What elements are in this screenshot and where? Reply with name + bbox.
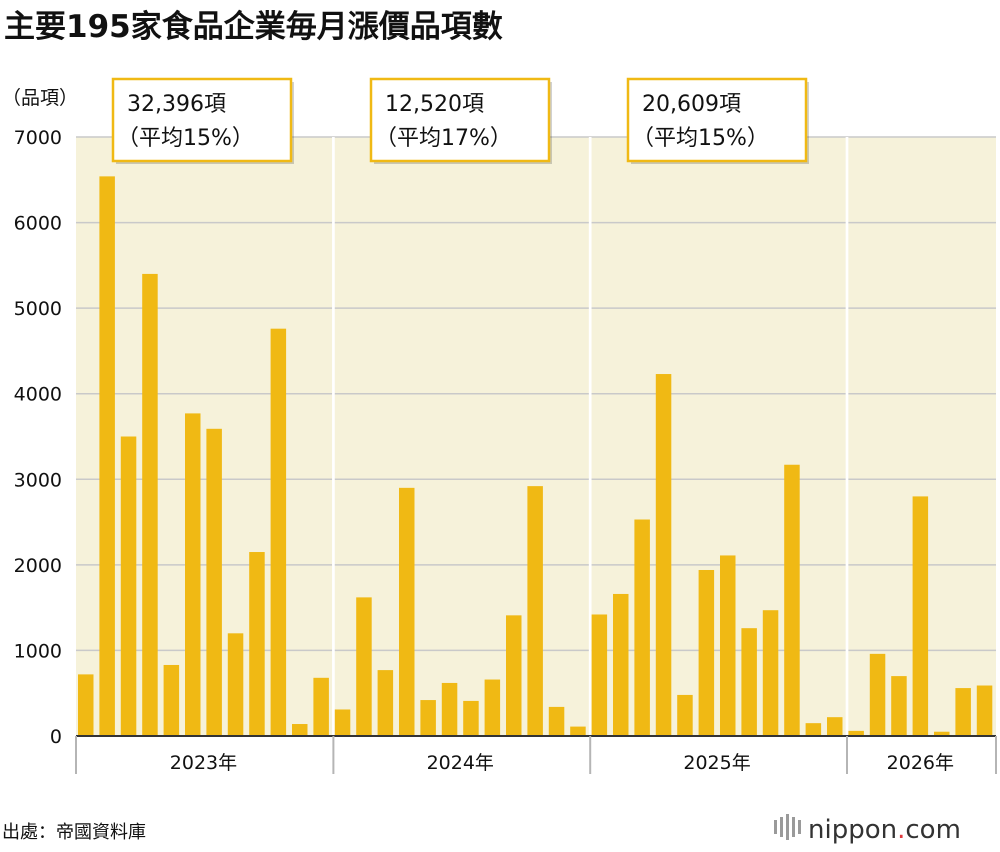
bar bbox=[827, 717, 843, 736]
bar bbox=[634, 519, 650, 736]
logo-main: nippon bbox=[808, 815, 897, 845]
logo-dot: . bbox=[897, 815, 905, 845]
year-separators bbox=[332, 137, 849, 736]
bar bbox=[591, 614, 608, 736]
year-separator bbox=[588, 137, 592, 736]
annotation-average: （平均17%） bbox=[375, 126, 512, 151]
bar bbox=[848, 730, 864, 736]
bar bbox=[784, 464, 800, 736]
bars bbox=[78, 176, 993, 736]
y-tick-label: 7000 bbox=[14, 127, 62, 149]
chart-title: 主要195家食品企業毎月漲價品項數 bbox=[4, 9, 503, 45]
bar bbox=[484, 679, 501, 736]
bar bbox=[805, 723, 822, 736]
bar bbox=[741, 628, 757, 736]
bar bbox=[163, 664, 180, 736]
y-tick-label: 6000 bbox=[14, 213, 62, 235]
bar bbox=[227, 633, 244, 736]
bar bbox=[613, 593, 629, 736]
bar bbox=[78, 674, 94, 736]
bar bbox=[463, 700, 479, 736]
bar bbox=[955, 688, 971, 736]
bar bbox=[441, 682, 458, 736]
bar bbox=[356, 597, 372, 736]
bar bbox=[99, 176, 115, 736]
source-note: 出處：帝國資料庫 bbox=[2, 822, 146, 843]
bar bbox=[869, 653, 886, 736]
y-tick-label: 3000 bbox=[14, 469, 62, 491]
annotation-box: 20,609項 （平均15%） bbox=[626, 77, 809, 164]
x-year-label: 2023年 bbox=[170, 752, 237, 774]
y-tick-label: 0 bbox=[50, 726, 62, 748]
y-axis-unit: （品項） bbox=[2, 87, 78, 109]
bar bbox=[142, 273, 158, 736]
x-year-label: 2026年 bbox=[887, 752, 954, 774]
y-tick-label: 1000 bbox=[14, 640, 62, 662]
annotation-box: 12,520項 （平均17%） bbox=[369, 77, 552, 164]
y-tick-label: 5000 bbox=[14, 298, 62, 320]
bar bbox=[249, 552, 265, 736]
annotation-total: 32,396項 bbox=[127, 92, 226, 117]
year-separator bbox=[845, 137, 849, 736]
annotation-average: （平均15%） bbox=[117, 126, 254, 151]
bar bbox=[399, 487, 415, 736]
bar bbox=[548, 706, 565, 736]
nippon-logo: nippon.com bbox=[774, 814, 961, 845]
bar bbox=[506, 615, 522, 736]
annotation-total: 12,520項 bbox=[385, 92, 484, 117]
logo-mark-icon bbox=[774, 814, 801, 840]
annotation-frame bbox=[626, 77, 808, 163]
bar bbox=[655, 374, 672, 736]
svg-text:nippon.com: nippon.com bbox=[808, 815, 961, 845]
bar bbox=[698, 569, 715, 736]
bar bbox=[185, 413, 201, 736]
y-tick-label: 4000 bbox=[14, 384, 62, 406]
bar bbox=[270, 328, 287, 736]
annotation-box: 32,396項 （平均15%） bbox=[111, 77, 294, 164]
bar bbox=[720, 555, 736, 736]
year-separator bbox=[332, 137, 335, 736]
bar bbox=[377, 670, 394, 736]
bar bbox=[891, 676, 907, 736]
bar bbox=[912, 496, 929, 736]
bar bbox=[206, 428, 222, 736]
annotations: 32,396項 （平均15%） 12,520項 （平均17%） 20,609項 （平均15… bbox=[111, 77, 809, 164]
annotation-frame bbox=[111, 77, 293, 163]
bar bbox=[976, 685, 993, 736]
logo-suffix: com bbox=[905, 815, 961, 845]
bar bbox=[762, 610, 779, 736]
bar bbox=[334, 709, 351, 736]
annotation-average: （平均15%） bbox=[632, 126, 769, 151]
x-axis: 2023年 2024年 2025年 2026年 bbox=[75, 735, 997, 774]
bar bbox=[527, 486, 543, 736]
x-year-label: 2024年 bbox=[427, 752, 494, 774]
y-tick-label: 2000 bbox=[14, 555, 62, 577]
bar bbox=[420, 700, 436, 736]
bar bbox=[677, 694, 693, 736]
bar bbox=[120, 436, 137, 736]
annotation-frame bbox=[369, 77, 551, 163]
bar bbox=[313, 677, 329, 736]
x-year-label: 2025年 bbox=[683, 752, 750, 774]
bar bbox=[570, 726, 586, 736]
bar bbox=[292, 724, 308, 736]
annotation-total: 20,609項 bbox=[642, 92, 741, 117]
bar bbox=[934, 731, 950, 736]
y-axis-ticks: 0 1000 2000 3000 4000 5000 6000 7000 bbox=[14, 127, 62, 748]
